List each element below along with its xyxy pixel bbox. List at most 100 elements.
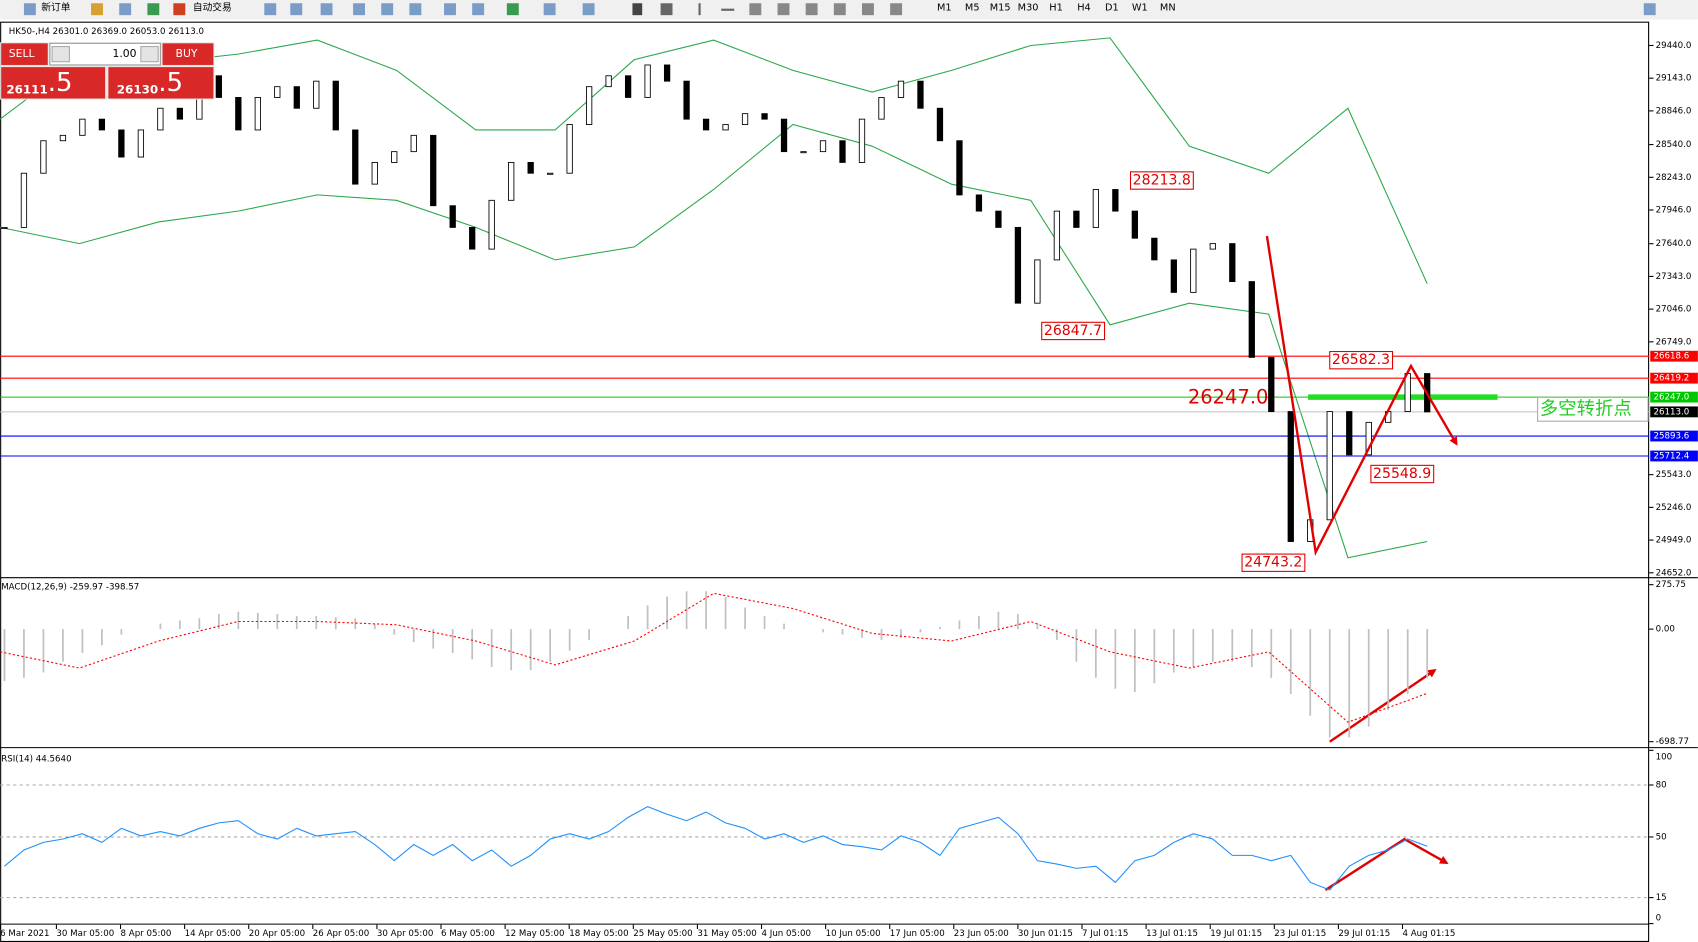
icon[interactable] — [632, 3, 643, 16]
lower-band — [0, 123, 1428, 559]
candle-body — [118, 129, 125, 158]
icon[interactable] — [890, 3, 903, 16]
candle-body — [137, 129, 145, 158]
level-tag — [1650, 406, 1698, 418]
candle-body — [1131, 210, 1138, 239]
icon[interactable] — [582, 3, 595, 16]
price-arrow — [1265, 235, 1458, 557]
lot-box[interactable] — [49, 42, 161, 66]
buy-price-pips[interactable]: .5 — [158, 68, 183, 98]
y-tick-label: 0.00 — [1656, 625, 1675, 635]
timeframe-button[interactable]: H1 — [1049, 3, 1063, 14]
candle-body — [878, 97, 885, 120]
y-tick-label: 100 — [1656, 752, 1673, 762]
icon[interactable] — [409, 3, 422, 16]
x-tick-label: 7 Jul 01:15 — [1082, 929, 1128, 939]
icon[interactable] — [543, 3, 556, 16]
x-tick-label: 6 Mar 2021 — [0, 929, 49, 939]
icon[interactable] — [290, 3, 303, 16]
icon[interactable] — [264, 3, 277, 16]
candle-body — [761, 113, 768, 120]
search-icon[interactable] — [1643, 3, 1656, 16]
sell-price-pips[interactable]: .5 — [48, 68, 73, 98]
lot-up[interactable] — [140, 46, 159, 63]
level-tag — [1650, 450, 1698, 462]
icon[interactable] — [833, 3, 846, 16]
level-label: 25893.6 — [1653, 432, 1689, 442]
timeframe-button[interactable]: H4 — [1077, 3, 1091, 14]
candle-body — [352, 129, 359, 185]
icon[interactable] — [506, 3, 519, 16]
x-tick-label: 14 Apr 05:00 — [185, 929, 241, 939]
auto-trading-icon[interactable] — [173, 3, 186, 16]
timeframe-button[interactable]: MN — [1160, 3, 1176, 14]
macd-signal — [0, 592, 1428, 723]
x-tick-label: 4 Jun 05:00 — [762, 929, 811, 939]
candle-body — [956, 140, 963, 196]
x-tick-label: 30 Mar 05:00 — [56, 929, 114, 939]
timeframe-button[interactable]: M30 — [1018, 3, 1039, 14]
buy-label[interactable]: BUY — [176, 47, 198, 60]
icon[interactable] — [749, 3, 762, 16]
level-label: 26618.6 — [1653, 352, 1689, 362]
annotation-box — [1370, 464, 1435, 484]
candle-body — [1053, 210, 1061, 261]
candle-body — [469, 226, 476, 250]
candle-body — [936, 107, 944, 142]
icon[interactable] — [805, 3, 818, 16]
y-tick-label: 27946.0 — [1656, 206, 1692, 216]
y-tick-label: 27640.0 — [1656, 239, 1692, 249]
icon[interactable] — [721, 8, 735, 11]
icon[interactable] — [320, 3, 333, 16]
y-tick-label: 24949.0 — [1656, 536, 1692, 546]
timeframe-button[interactable]: M1 — [937, 3, 952, 14]
level-label: 26247.0 — [1653, 393, 1689, 403]
candle-body — [59, 134, 67, 142]
icon[interactable] — [444, 3, 456, 16]
lot-down[interactable] — [51, 46, 70, 63]
icon[interactable] — [381, 3, 394, 16]
icon[interactable] — [119, 3, 132, 16]
new-order[interactable]: 新订单 — [41, 1, 70, 14]
timeframe-button[interactable]: W1 — [1132, 3, 1148, 14]
candle-body — [917, 80, 924, 109]
x-tick-label: 18 May 05:00 — [569, 929, 628, 939]
x-tick-label: 6 May 05:00 — [441, 929, 495, 939]
sell-button[interactable] — [1, 43, 48, 65]
buy-price-box[interactable] — [108, 67, 214, 99]
candle-body — [1014, 226, 1022, 304]
icon[interactable] — [660, 3, 673, 16]
icon[interactable] — [777, 3, 790, 16]
icon[interactable] — [91, 3, 103, 16]
icon[interactable] — [353, 3, 366, 16]
macd-arrow — [1329, 669, 1437, 743]
auto-trading[interactable]: 自动交易 — [193, 1, 232, 14]
sell-label[interactable]: SELL — [9, 47, 35, 60]
buy-button[interactable] — [162, 43, 214, 65]
level-tag — [1650, 430, 1698, 442]
annotation-label: 28213.8 — [1133, 173, 1191, 189]
lot-value[interactable]: 1.00 — [112, 47, 136, 60]
candle-body — [839, 140, 846, 163]
sell-price-box[interactable] — [1, 67, 106, 99]
timeframe-button[interactable]: M5 — [965, 3, 980, 14]
candle-body — [663, 64, 671, 82]
candle-body — [313, 80, 320, 109]
y-tick-label: 80 — [1656, 781, 1667, 791]
timeframe-button[interactable]: M15 — [990, 3, 1011, 14]
candle-body — [488, 199, 495, 250]
icon[interactable] — [861, 3, 874, 16]
new-order-icon[interactable] — [23, 3, 36, 16]
timeframe-button[interactable]: D1 — [1105, 3, 1119, 14]
candle-body — [683, 80, 690, 120]
y-tick-label: 26749.0 — [1656, 337, 1692, 347]
buy-price[interactable]: 26130 — [117, 82, 158, 96]
sell-price[interactable]: 26111 — [6, 82, 47, 96]
bollinger-bands — [0, 37, 1428, 559]
candle-body — [79, 118, 86, 136]
icon[interactable] — [472, 3, 485, 16]
candles — [1, 64, 1431, 542]
candle-body — [254, 97, 261, 131]
icon[interactable] — [147, 3, 160, 16]
icon[interactable] — [698, 3, 701, 16]
